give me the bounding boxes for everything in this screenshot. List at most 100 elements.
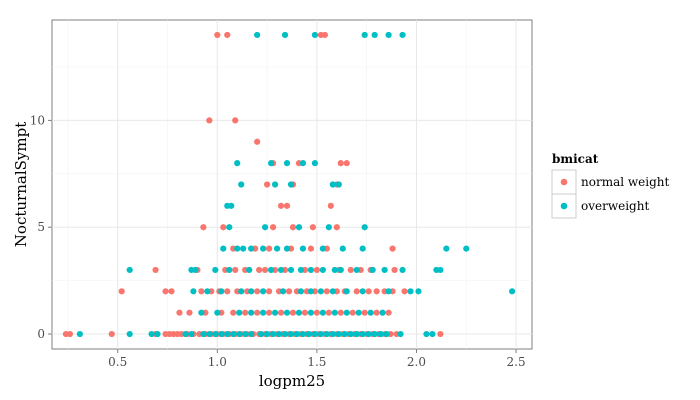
data-point-overweight (293, 330, 301, 338)
data-point-overweight (226, 266, 233, 274)
data-point-normal-weight (220, 224, 227, 231)
data-point-normal-weight (373, 288, 380, 295)
data-point-overweight (248, 309, 255, 316)
data-point-overweight (212, 266, 219, 274)
data-point-overweight (273, 245, 281, 252)
data-point-overweight (329, 181, 336, 188)
data-point-normal-weight (224, 31, 231, 39)
data-point-normal-weight (323, 288, 330, 295)
data-point-normal-weight (262, 266, 269, 274)
data-point-overweight (267, 160, 275, 167)
data-point-normal-weight (66, 330, 74, 338)
data-point-normal-weight (152, 266, 159, 274)
data-point-overweight (206, 330, 213, 338)
data-point-overweight (353, 330, 360, 338)
data-point-overweight (154, 330, 161, 338)
data-point-normal-weight (343, 160, 350, 167)
data-point-normal-weight (254, 309, 261, 316)
data-point-overweight (329, 288, 336, 295)
data-point-normal-weight (307, 245, 315, 252)
data-point-overweight (463, 245, 470, 252)
y-axis-tick-labels: 0 5 10 (30, 113, 45, 341)
data-point-overweight (200, 330, 207, 338)
data-point-overweight (335, 181, 342, 188)
y-tick-label: 5 (37, 220, 45, 234)
legend-label-normal-weight: normal weight (581, 175, 669, 189)
data-point-overweight (359, 245, 366, 252)
data-point-normal-weight (437, 330, 444, 338)
data-point-normal-weight (401, 288, 408, 295)
data-point-overweight (319, 266, 326, 274)
x-tick-label: 2.0 (407, 355, 426, 369)
data-point-normal-weight (232, 266, 239, 274)
y-tick-label: 10 (30, 113, 45, 127)
data-point-normal-weight (365, 288, 372, 295)
data-point-overweight (246, 266, 253, 274)
data-point-normal-weight (168, 288, 175, 295)
data-point-overweight (220, 245, 227, 252)
data-point-overweight (323, 330, 330, 338)
data-point-overweight (258, 330, 265, 338)
data-point-overweight (283, 160, 291, 167)
data-point-overweight (126, 330, 133, 338)
data-point-overweight (385, 31, 392, 39)
data-point-overweight (331, 309, 338, 316)
data-point-overweight (281, 330, 289, 338)
data-point-overweight (353, 266, 360, 274)
data-point-overweight (437, 266, 444, 274)
data-point-overweight (317, 330, 324, 338)
data-point-overweight (271, 309, 279, 316)
data-point-overweight (283, 245, 291, 252)
data-point-overweight (361, 31, 368, 39)
data-point-normal-weight (162, 288, 169, 295)
data-point-overweight (126, 266, 133, 274)
data-point-overweight (325, 224, 332, 231)
data-point-normal-weight (347, 266, 354, 274)
data-point-overweight (218, 330, 225, 338)
data-point-normal-weight (285, 288, 293, 295)
x-axis-tick-labels: 0.5 1.0 1.5 2.0 2.5 (108, 355, 525, 369)
data-point-overweight (236, 309, 243, 316)
data-point-overweight (371, 31, 378, 39)
data-point-overweight (429, 330, 436, 338)
data-point-overweight (281, 31, 289, 39)
data-point-overweight (295, 309, 303, 316)
data-point-overweight (399, 266, 406, 274)
data-point-normal-weight (353, 288, 360, 295)
data-point-overweight (267, 266, 275, 274)
data-point-overweight (234, 160, 241, 167)
data-point-normal-weight (118, 288, 125, 295)
data-point-normal-weight (176, 309, 183, 316)
data-point-normal-weight (266, 309, 273, 316)
data-point-overweight (299, 330, 307, 338)
data-point-overweight (307, 309, 315, 316)
data-point-overweight (423, 330, 430, 338)
x-axis-title: logpm25 (259, 372, 325, 390)
y-tick-label: 0 (37, 327, 45, 341)
data-point-normal-weight (327, 202, 334, 209)
data-point-normal-weight (333, 224, 340, 231)
data-point-normal-weight (313, 266, 320, 274)
data-point-overweight (297, 288, 305, 295)
data-point-overweight (359, 330, 366, 338)
data-point-overweight (240, 245, 247, 252)
x-tick-label: 1.0 (208, 355, 227, 369)
y-axis-title: NocturnalSympt (12, 122, 30, 247)
data-point-overweight (287, 266, 295, 274)
data-point-normal-weight (254, 288, 261, 295)
data-point-normal-weight (385, 309, 392, 316)
data-point-normal-weight (214, 31, 221, 39)
data-point-overweight (76, 330, 83, 338)
data-point-normal-weight (337, 160, 344, 167)
data-point-overweight (307, 266, 315, 274)
legend: bmicat normal weight overweight (551, 152, 669, 219)
data-point-overweight (508, 288, 516, 295)
data-point-overweight (248, 288, 255, 295)
data-point-overweight (299, 245, 307, 252)
data-point-normal-weight (186, 309, 193, 316)
data-point-normal-weight (232, 117, 239, 124)
data-point-overweight (361, 224, 368, 231)
data-point-normal-weight (361, 309, 368, 316)
data-point-overweight (367, 309, 374, 316)
